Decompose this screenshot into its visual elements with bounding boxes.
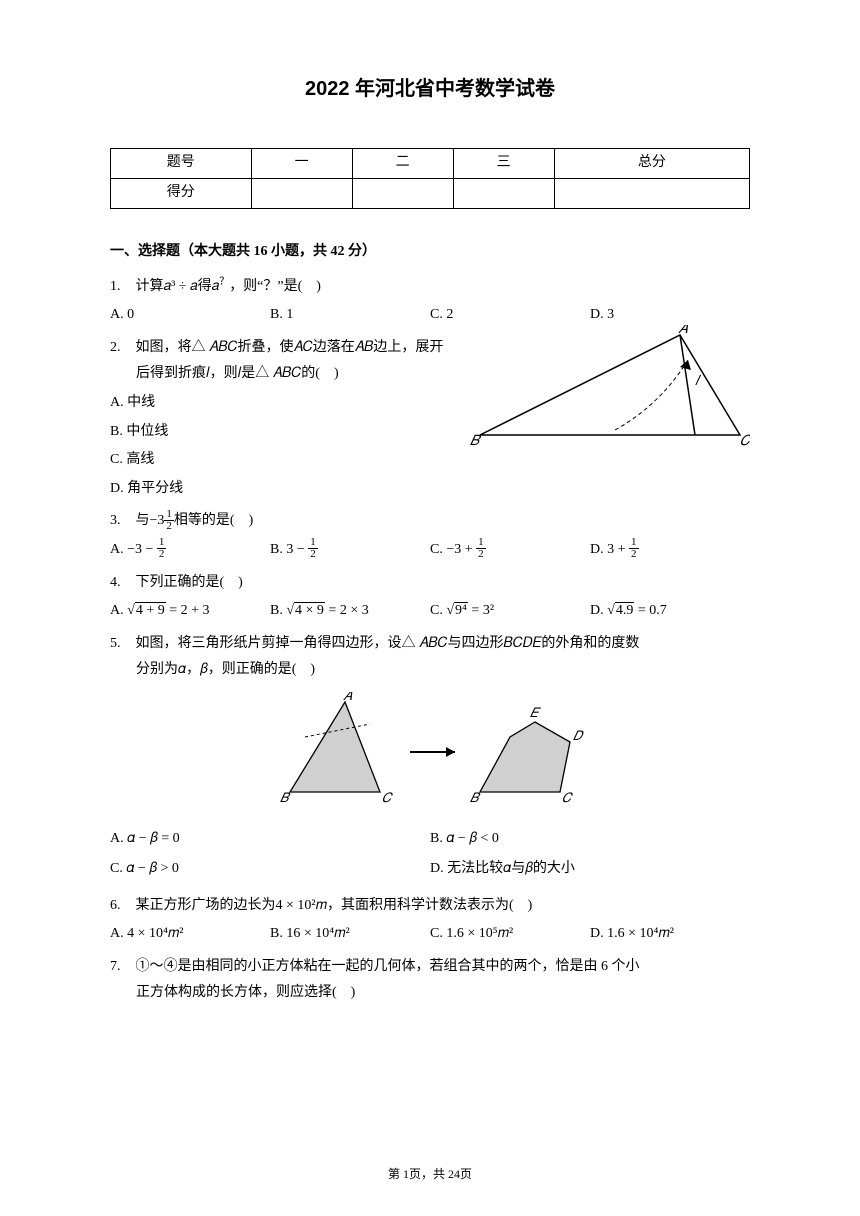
- q5-opt-d: D. 无法比较𝛼与𝛽的大小: [430, 856, 750, 883]
- q4-opts: A. 4 + 9 = 2 + 3 B. 4 × 9 = 2 × 3 C. 9⁴ …: [110, 598, 750, 625]
- q2-line1: 如图，将△ 𝐴𝐵𝐶折叠，使𝐴𝐶边落在𝐴𝐵边上，展开: [136, 340, 444, 355]
- q5-opts: A. 𝛼 − 𝛽 = 0 B. 𝛼 − 𝛽 < 0 C. 𝛼 − 𝛽 > 0 D…: [110, 826, 750, 887]
- q7-num: 7.: [110, 954, 132, 981]
- row-score-label: 得分: [111, 179, 252, 209]
- q5-line2: 分别为𝛼，𝛽，则正确的是( ): [110, 657, 750, 684]
- score-table: 题号 一 二 三 总分 得分: [110, 148, 750, 209]
- th-total: 总分: [554, 149, 749, 179]
- q4-opt-a: A. 4 + 9 = 2 + 3: [110, 598, 270, 625]
- svg-text:𝑙: 𝑙: [695, 374, 702, 389]
- th-2: 二: [352, 149, 453, 179]
- q6-opt-d: D. 1.6 × 10⁴𝑚²: [590, 921, 750, 948]
- q2-figure: 𝐴 𝐵 𝐶 𝑙: [470, 325, 750, 466]
- q5-line1: 如图，将三角形纸片剪掉一角得四边形，设△ 𝐴𝐵𝐶与四边形𝐵𝐶𝐷𝐸的外角和的度数: [136, 636, 640, 651]
- q1-num: 1.: [110, 274, 132, 301]
- svg-text:𝐵: 𝐵: [470, 434, 482, 449]
- q1-stem-expr: 𝑎³ ÷ 𝑎得𝑎: [164, 279, 220, 294]
- q3-opt-b: B. 3 − 12: [270, 537, 430, 564]
- th-1: 一: [251, 149, 352, 179]
- page-title: 2022 年河北省中考数学试卷: [110, 70, 750, 108]
- q3-opt-a: A. −3 − 12: [110, 537, 270, 564]
- q1-stem: 计算𝑎³ ÷ 𝑎得𝑎？，则“？”是( ): [136, 279, 321, 294]
- q5-opt-a: A. 𝛼 − 𝛽 = 0: [110, 826, 430, 853]
- cell-blank: [453, 179, 554, 209]
- q5-opt-b: B. 𝛼 − 𝛽 < 0: [430, 826, 750, 853]
- svg-text:𝐶: 𝐶: [740, 434, 750, 449]
- q6-opt-a: A. 4 × 10⁴𝑚²: [110, 921, 270, 948]
- question-4: 4. 下列正确的是( ) A. 4 + 9 = 2 + 3 B. 4 × 9 =…: [110, 570, 750, 625]
- q5-num: 5.: [110, 631, 132, 658]
- q3-opts: A. −3 − 12 B. 3 − 12 C. −3 + 12 D. 3 + 1…: [110, 537, 750, 564]
- th-label: 题号: [111, 149, 252, 179]
- q6-num: 6.: [110, 893, 132, 920]
- q6-opt-c: C. 1.6 × 10⁵𝑚²: [430, 921, 590, 948]
- q7-line2: 正方体构成的长方体，则应选择( ): [110, 980, 750, 1007]
- cell-blank: [352, 179, 453, 209]
- q1-opt-a: A. 0: [110, 302, 270, 329]
- q3-opt-c: C. −3 + 12: [430, 537, 590, 564]
- cut-triangle-icon: 𝐴 𝐵 𝐶 𝐵 𝐶 𝐷 𝐸: [260, 692, 600, 807]
- svg-text:𝐴: 𝐴: [678, 325, 689, 337]
- q4-stem: 下列正确的是( ): [136, 575, 243, 590]
- question-3: 3. 与−312相等的是( ) A. −3 − 12 B. 3 − 12 C. …: [110, 508, 750, 563]
- triangle-fold-icon: 𝐴 𝐵 𝐶 𝑙: [470, 325, 750, 455]
- q2-opt-d: D. 角平分线: [110, 476, 750, 503]
- page-footer: 第 1页，共 24页: [0, 1163, 860, 1186]
- q5-figure: 𝐴 𝐵 𝐶 𝐵 𝐶 𝐷 𝐸: [110, 692, 750, 818]
- section-1-header: 一、选择题（本大题共 16 小题，共 42 分）: [110, 239, 750, 266]
- q1-stem-prefix: 计算: [136, 279, 164, 294]
- q7-line1: ①～④是由相同的小正方体粘在一起的几何体，若组合其中的两个，恰是由 6 个小: [136, 959, 640, 974]
- svg-text:𝐶: 𝐶: [382, 790, 394, 805]
- svg-text:𝐶: 𝐶: [562, 790, 574, 805]
- question-2: 2. 如图，将△ 𝐴𝐵𝐶折叠，使𝐴𝐶边落在𝐴𝐵边上，展开 后得到折痕𝑙，则𝑙是△…: [110, 335, 750, 503]
- cell-blank: [554, 179, 749, 209]
- q4-opt-d: D. 4.9 = 0.7: [590, 598, 750, 625]
- question-1: 1. 计算𝑎³ ÷ 𝑎得𝑎？，则“？”是( ) A. 0 B. 1 C. 2 D…: [110, 274, 750, 329]
- q6-opt-b: B. 16 × 10⁴𝑚²: [270, 921, 430, 948]
- cell-blank: [251, 179, 352, 209]
- q1-stem-sup: ？: [219, 276, 229, 287]
- q4-opt-b: B. 4 × 9 = 2 × 3: [270, 598, 430, 625]
- q4-num: 4.: [110, 570, 132, 597]
- q3-num: 3.: [110, 508, 132, 535]
- th-3: 三: [453, 149, 554, 179]
- svg-text:𝐸: 𝐸: [530, 705, 542, 720]
- q3-opt-d: D. 3 + 12: [590, 537, 750, 564]
- question-5: 5. 如图，将三角形纸片剪掉一角得四边形，设△ 𝐴𝐵𝐶与四边形𝐵𝐶𝐷𝐸的外角和的…: [110, 631, 750, 887]
- question-6: 6. 某正方形广场的边长为4 × 10²𝑚，其面积用科学计数法表示为( ) A.…: [110, 893, 750, 948]
- svg-text:𝐷: 𝐷: [573, 728, 584, 743]
- q3-stem: 与−312相等的是( ): [136, 513, 254, 528]
- question-7: 7. ①～④是由相同的小正方体粘在一起的几何体，若组合其中的两个，恰是由 6 个…: [110, 954, 750, 1007]
- q2-num: 2.: [110, 335, 132, 362]
- q3-stem-suffix: 相等的是( ): [174, 513, 253, 528]
- q1-opt-b: B. 1: [270, 302, 430, 329]
- q6-stem: 某正方形广场的边长为4 × 10²𝑚，其面积用科学计数法表示为( ): [136, 898, 533, 913]
- q3-stem-prefix: 与−3: [136, 513, 165, 528]
- q1-stem-suffix: ，则“？”是( ): [229, 279, 321, 294]
- q4-opt-c: C. 9⁴ = 3²: [430, 598, 590, 625]
- svg-text:𝐴: 𝐴: [343, 692, 353, 703]
- q5-opt-c: C. 𝛼 − 𝛽 > 0: [110, 856, 430, 883]
- q6-opts: A. 4 × 10⁴𝑚² B. 16 × 10⁴𝑚² C. 1.6 × 10⁵𝑚…: [110, 921, 750, 948]
